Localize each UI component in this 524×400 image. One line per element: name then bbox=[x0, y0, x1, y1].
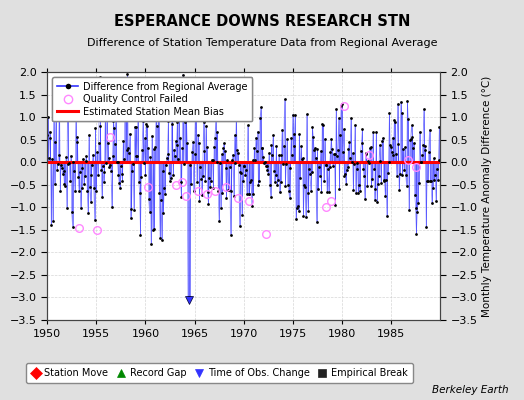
Text: Difference of Station Temperature Data from Regional Average: Difference of Station Temperature Data f… bbox=[87, 38, 437, 48]
Legend: Station Move, Record Gap, Time of Obs. Change, Empirical Break: Station Move, Record Gap, Time of Obs. C… bbox=[26, 364, 412, 383]
Text: ESPERANCE DOWNS RESEARCH STN: ESPERANCE DOWNS RESEARCH STN bbox=[114, 14, 410, 29]
Legend: Difference from Regional Average, Quality Control Failed, Estimated Station Mean: Difference from Regional Average, Qualit… bbox=[52, 77, 253, 122]
Y-axis label: Monthly Temperature Anomaly Difference (°C): Monthly Temperature Anomaly Difference (… bbox=[482, 75, 492, 317]
Text: Berkeley Earth: Berkeley Earth bbox=[432, 385, 508, 395]
